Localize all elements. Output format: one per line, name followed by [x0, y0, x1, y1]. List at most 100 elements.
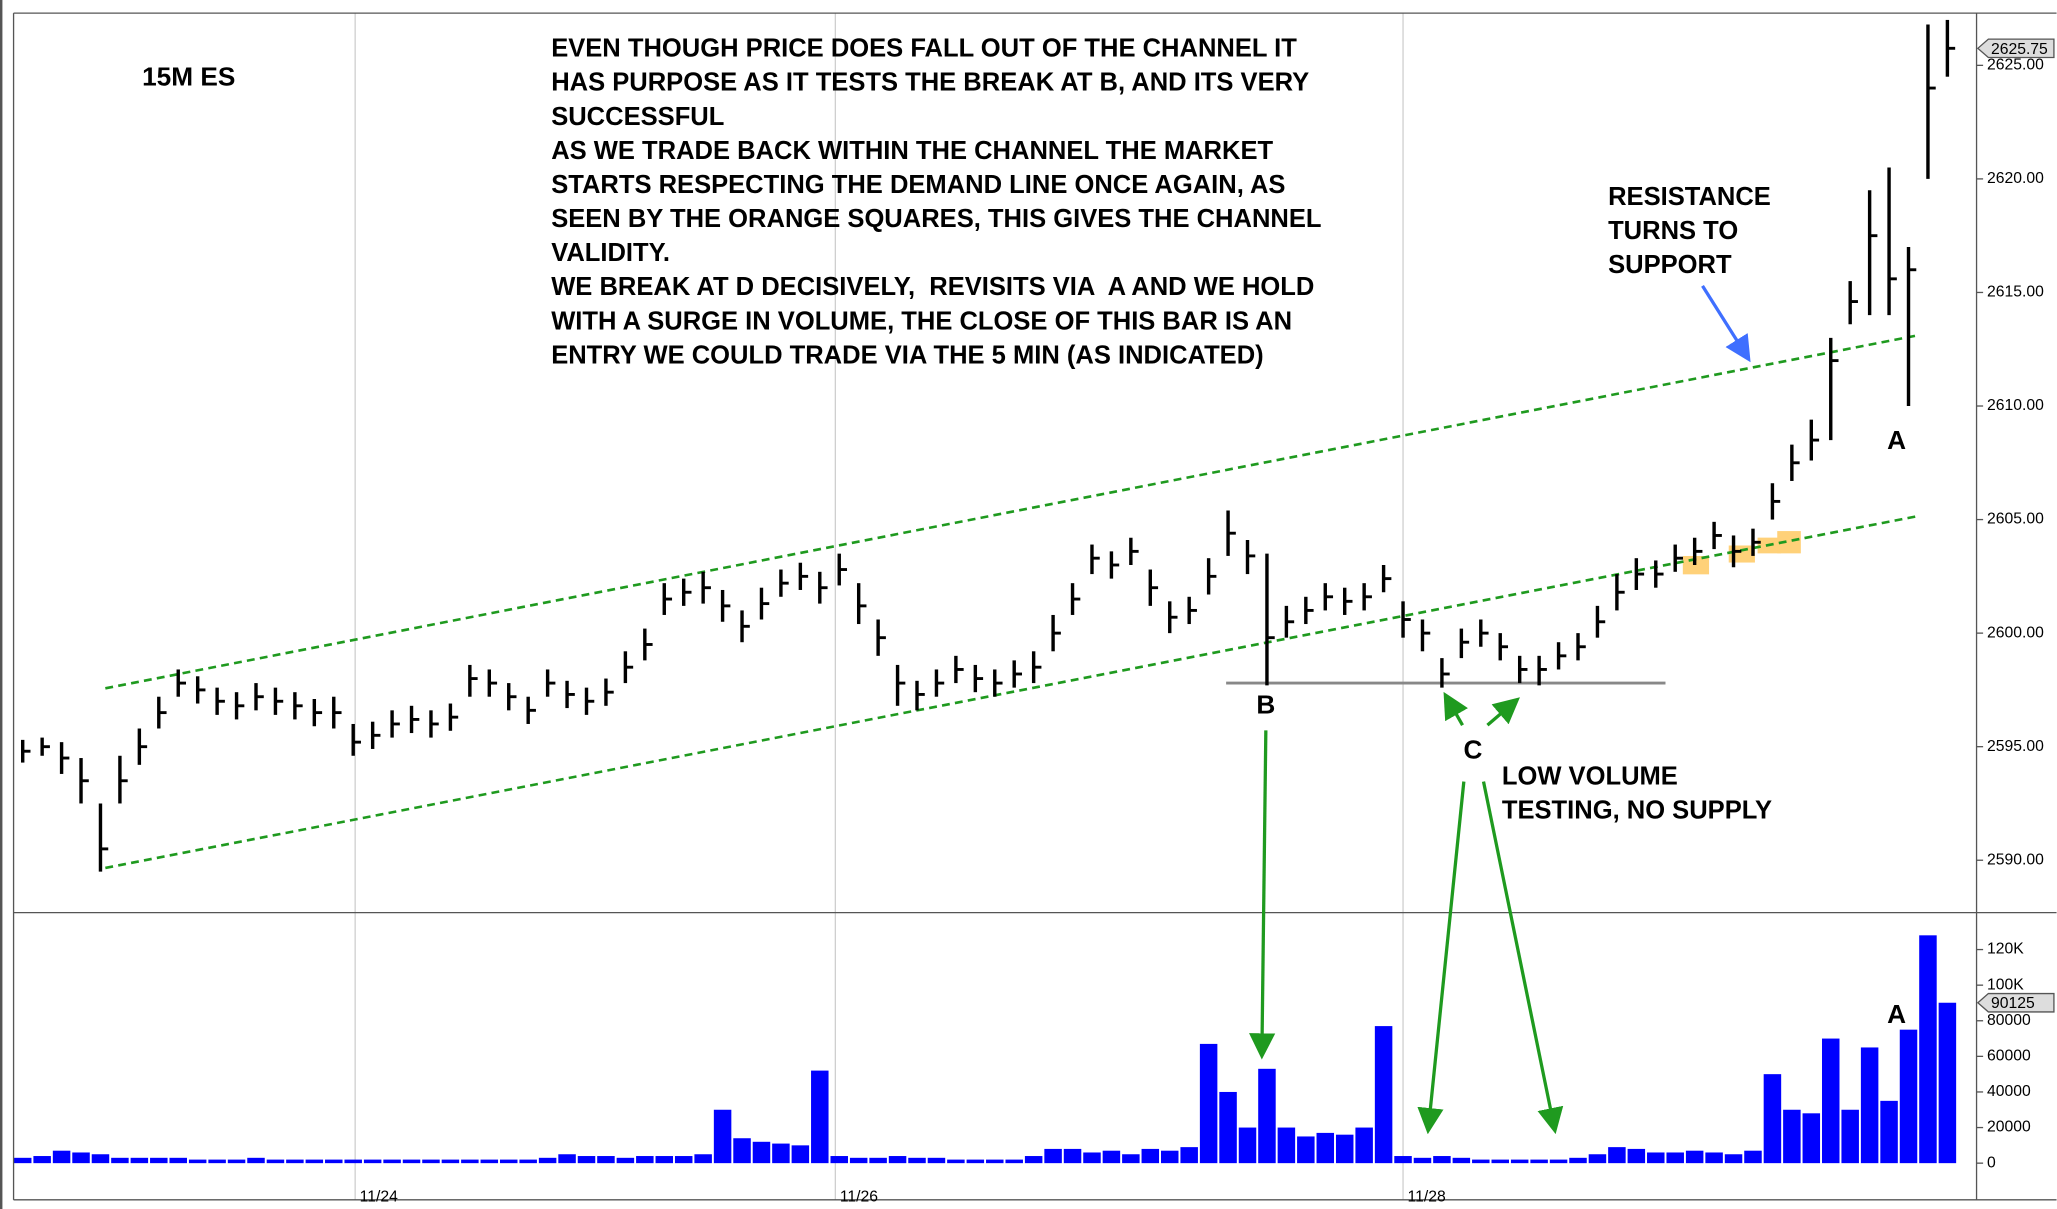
volume-bar — [461, 1159, 479, 1164]
volume-bar — [986, 1159, 1004, 1164]
y-tick-label: 2605.00 — [1987, 511, 2044, 528]
arrow — [1486, 697, 1520, 727]
y-tick-label: 2600.00 — [1987, 624, 2044, 641]
volume-bar — [519, 1159, 537, 1164]
volume-bar — [1063, 1148, 1082, 1164]
y-tick-label: 20000 — [1987, 1119, 2031, 1136]
axes: 11/24 11/26 11/28 2590.00 2595.00 2600.00 2605… — [360, 38, 2055, 1205]
volume-bar — [1569, 1157, 1587, 1164]
resistance-note: TURNS TO — [1608, 217, 1738, 245]
volume-bar — [1219, 1091, 1237, 1164]
volume-bar — [188, 1159, 207, 1164]
volume-bar — [33, 1156, 51, 1164]
volume-bar — [694, 1154, 712, 1164]
arrow — [1481, 781, 1564, 1135]
note-line: SEEN BY THE ORANGE SQUARES, THIS GIVES T… — [551, 205, 1321, 233]
note-line: WE BREAK AT D DECISIVELY, REVISITS VIA A… — [551, 273, 1314, 301]
arrow — [1417, 781, 1466, 1135]
volume-bar — [1355, 1127, 1373, 1164]
volume-bar — [208, 1159, 226, 1164]
trend-line — [105, 334, 1917, 690]
resistance-note: RESISTANCE — [1608, 183, 1771, 211]
marks — [13, 19, 1957, 1164]
point-label: A — [1887, 425, 1906, 455]
volume-bar — [1102, 1150, 1121, 1164]
volume-bar — [383, 1159, 401, 1164]
volume-bar — [1297, 1136, 1315, 1164]
volume-bar — [830, 1156, 848, 1164]
volume-bar — [1180, 1147, 1198, 1164]
volume-bar — [111, 1157, 129, 1164]
volume-bar — [247, 1157, 265, 1164]
y-tick-label: 0 — [1987, 1154, 1996, 1171]
value-tag — [1976, 992, 2055, 1013]
y-tick-label: 2625.00 — [1987, 57, 2044, 74]
volume-bar — [1549, 1159, 1568, 1164]
volume-bar — [1763, 1074, 1782, 1164]
resistance-note: SUPPORT — [1608, 251, 1732, 279]
volume-bar — [1491, 1159, 1509, 1164]
volume-bar — [1472, 1159, 1490, 1164]
y-tick-label: 2615.00 — [1987, 284, 2044, 301]
volume-bar — [655, 1156, 674, 1164]
volume-bar — [966, 1159, 985, 1164]
volume-bar — [441, 1159, 460, 1164]
arrow — [1443, 691, 1468, 726]
volume-bar — [908, 1157, 926, 1164]
volume-bar — [91, 1154, 110, 1164]
volume-bar — [1627, 1148, 1646, 1164]
volume-bar — [1258, 1068, 1276, 1164]
volume-bar — [1724, 1154, 1743, 1164]
volume-bar — [1413, 1157, 1432, 1164]
note-line: STARTS RESPECTING THE DEMAND LINE ONCE A… — [551, 171, 1285, 199]
volume-bar — [1316, 1132, 1335, 1164]
volume-bar — [480, 1159, 499, 1164]
volume-bar — [1335, 1134, 1354, 1164]
orange-square — [1728, 545, 1755, 563]
trend-line — [105, 515, 1917, 870]
volume-bar — [752, 1141, 771, 1164]
volume-bar — [52, 1150, 71, 1164]
volume-bar — [363, 1159, 382, 1164]
volume-bar — [1277, 1127, 1296, 1164]
volume-bar — [597, 1156, 615, 1164]
volume-bar — [1588, 1154, 1607, 1164]
volume-bar — [1374, 1026, 1393, 1164]
volume-bar — [286, 1159, 304, 1164]
volume-bar — [1880, 1100, 1898, 1164]
volume-bar — [1024, 1156, 1043, 1164]
volume-bar — [1141, 1148, 1160, 1164]
note-line: SUCCESSFUL — [551, 103, 724, 131]
volume-bar — [1647, 1152, 1665, 1164]
volume-bar — [1666, 1152, 1684, 1164]
note-line: HAS PURPOSE AS IT TESTS THE BREAK AT B, … — [551, 69, 1309, 97]
y-tick-label: 100K — [1987, 976, 2024, 993]
volume-bar — [1841, 1109, 1859, 1164]
volume-bar — [791, 1145, 810, 1164]
volume-bar — [1199, 1043, 1218, 1164]
volume-bar — [169, 1157, 187, 1164]
volume-bar — [1705, 1152, 1723, 1164]
volume-bar — [325, 1159, 343, 1164]
note-line: EVEN THOUGH PRICE DOES FALL OUT OF THE C… — [551, 35, 1297, 63]
volume-bar — [1685, 1150, 1704, 1164]
x-tick-label: 11/26 — [840, 1188, 878, 1205]
volume-note: LOW VOLUME — [1502, 762, 1678, 790]
point-label: C — [1464, 734, 1483, 764]
x-tick-label: 11/24 — [360, 1188, 398, 1205]
volume-bar — [713, 1109, 732, 1164]
volume-bar — [1122, 1154, 1140, 1164]
note-line: AS WE TRADE BACK WITHIN THE CHANNEL THE … — [551, 137, 1273, 165]
volume-bar — [558, 1154, 576, 1164]
volume-bar — [402, 1159, 421, 1164]
volume-bar — [1005, 1159, 1023, 1164]
volume-bar — [305, 1159, 324, 1164]
volume-bar — [1608, 1147, 1626, 1164]
y-tick-label: 2610.00 — [1987, 397, 2044, 414]
volume-bar — [869, 1157, 887, 1164]
note-line: VALIDITY. — [551, 239, 670, 267]
volume-bar — [1919, 935, 1937, 1164]
volume-bar — [1452, 1157, 1471, 1164]
